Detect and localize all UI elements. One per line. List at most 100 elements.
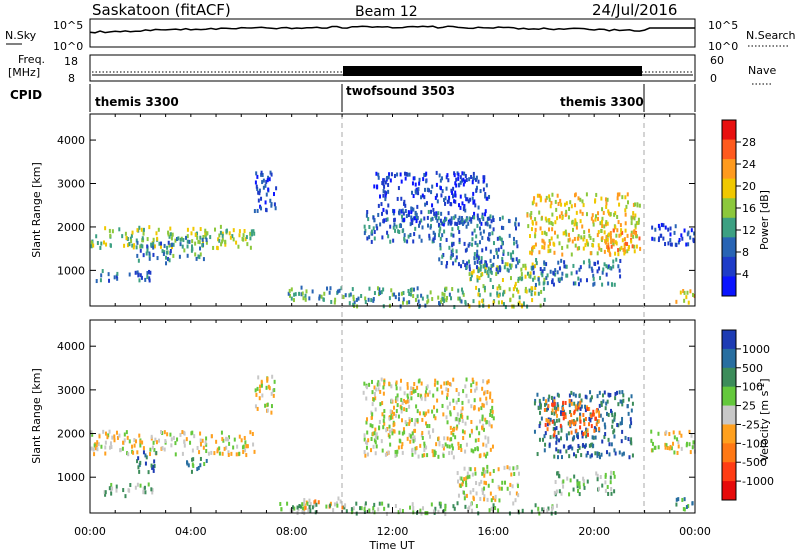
power-cell xyxy=(452,241,455,246)
velocity-cell xyxy=(423,448,426,453)
power-cell xyxy=(225,228,228,233)
power-cell xyxy=(392,211,395,216)
power-cell xyxy=(402,211,405,216)
velocity-colorbar-tick-label: -100 xyxy=(742,437,767,450)
power-cell xyxy=(367,297,370,302)
power-cell xyxy=(447,211,450,216)
power-cell xyxy=(445,286,448,291)
power-cell xyxy=(519,276,522,281)
velocity-cell xyxy=(446,392,449,397)
power-cell xyxy=(497,270,500,275)
velocity-cell xyxy=(489,447,492,452)
power-cell xyxy=(592,238,595,243)
power-cell xyxy=(404,176,407,181)
velocity-cell xyxy=(291,505,294,510)
power-cell xyxy=(407,210,410,215)
power-cell xyxy=(610,282,613,287)
power-cell xyxy=(320,294,323,299)
velocity-cell xyxy=(514,498,517,503)
power-cell xyxy=(218,238,221,243)
power-cell xyxy=(326,286,329,291)
velocity-cell xyxy=(151,488,154,493)
power-cell xyxy=(669,238,672,243)
cpid-segment-3: themis 3300 xyxy=(560,95,644,109)
velocity-cell xyxy=(387,450,390,455)
power-cell xyxy=(633,230,636,235)
power-cell xyxy=(134,270,137,275)
velocity-cell xyxy=(446,420,449,425)
power-cell xyxy=(108,278,111,283)
velocity-cell xyxy=(554,479,557,484)
velocity-cell xyxy=(556,413,559,418)
velocity-cell xyxy=(370,448,373,453)
velocity-cell xyxy=(442,412,445,417)
velocity-cell xyxy=(451,446,454,451)
velocity-cell xyxy=(364,453,367,458)
power-cell xyxy=(560,258,563,263)
power-cell xyxy=(170,236,173,241)
power-cell xyxy=(524,263,527,268)
power-cell xyxy=(594,262,597,267)
velocity-cell xyxy=(489,471,492,476)
power-cell xyxy=(387,234,390,239)
power-cell xyxy=(562,231,565,236)
power-cell xyxy=(543,245,546,250)
power-cell xyxy=(264,183,267,188)
velocity-cell xyxy=(444,504,447,509)
power-cell xyxy=(619,258,622,263)
velocity-cell xyxy=(426,424,429,429)
velocity-cell xyxy=(575,406,578,411)
power-cell xyxy=(517,276,520,281)
velocity-cell xyxy=(449,382,452,387)
velocity-cell xyxy=(573,409,576,414)
power-cell xyxy=(543,297,546,302)
power-cell xyxy=(157,227,160,232)
velocity-cell xyxy=(603,390,606,395)
power-cell xyxy=(465,265,468,270)
velocity-cell xyxy=(539,403,542,408)
velocity-cell xyxy=(273,388,276,393)
power-cell xyxy=(498,292,501,297)
power-cell xyxy=(430,217,433,222)
power-cell xyxy=(433,235,436,240)
power-cell xyxy=(252,229,255,234)
velocity-cell xyxy=(631,401,634,406)
velocity-cell xyxy=(680,433,683,438)
power-cell xyxy=(447,221,450,226)
velocity-cell xyxy=(459,483,462,488)
power-cell xyxy=(140,243,143,248)
velocity-cell xyxy=(378,382,381,387)
power-cell xyxy=(471,270,474,275)
velocity-cell xyxy=(586,432,589,437)
power-cell xyxy=(489,214,492,219)
power-cell xyxy=(464,248,467,253)
power-cell xyxy=(136,240,139,245)
nave-tick-top: 60 xyxy=(710,54,724,67)
power-cell xyxy=(100,241,103,246)
velocity-cell xyxy=(468,505,471,510)
velocity-cell xyxy=(620,420,623,425)
velocity-cell xyxy=(136,450,139,455)
velocity-cell xyxy=(383,382,386,387)
velocity-cell xyxy=(122,488,125,493)
velocity-cell xyxy=(397,445,400,450)
velocity-cell xyxy=(408,416,411,421)
power-cell xyxy=(678,237,681,242)
velocity-cell xyxy=(273,379,276,384)
power-cell xyxy=(476,213,479,218)
velocity-cell xyxy=(161,431,164,436)
power-cell xyxy=(195,256,198,261)
power-cell xyxy=(255,184,258,189)
power-cell xyxy=(535,257,538,262)
velocity-cell xyxy=(598,403,601,408)
velocity-cell xyxy=(486,380,489,385)
power-cell xyxy=(477,292,480,297)
velocity-cell xyxy=(421,453,424,458)
power-cell xyxy=(333,300,336,305)
power-cell xyxy=(177,236,180,241)
velocity-cell xyxy=(556,455,559,460)
power-cell xyxy=(298,291,301,296)
velocity-ylabel: Slant Range [km] xyxy=(30,368,43,464)
velocity-cell xyxy=(143,485,146,490)
velocity-cell xyxy=(468,433,471,438)
